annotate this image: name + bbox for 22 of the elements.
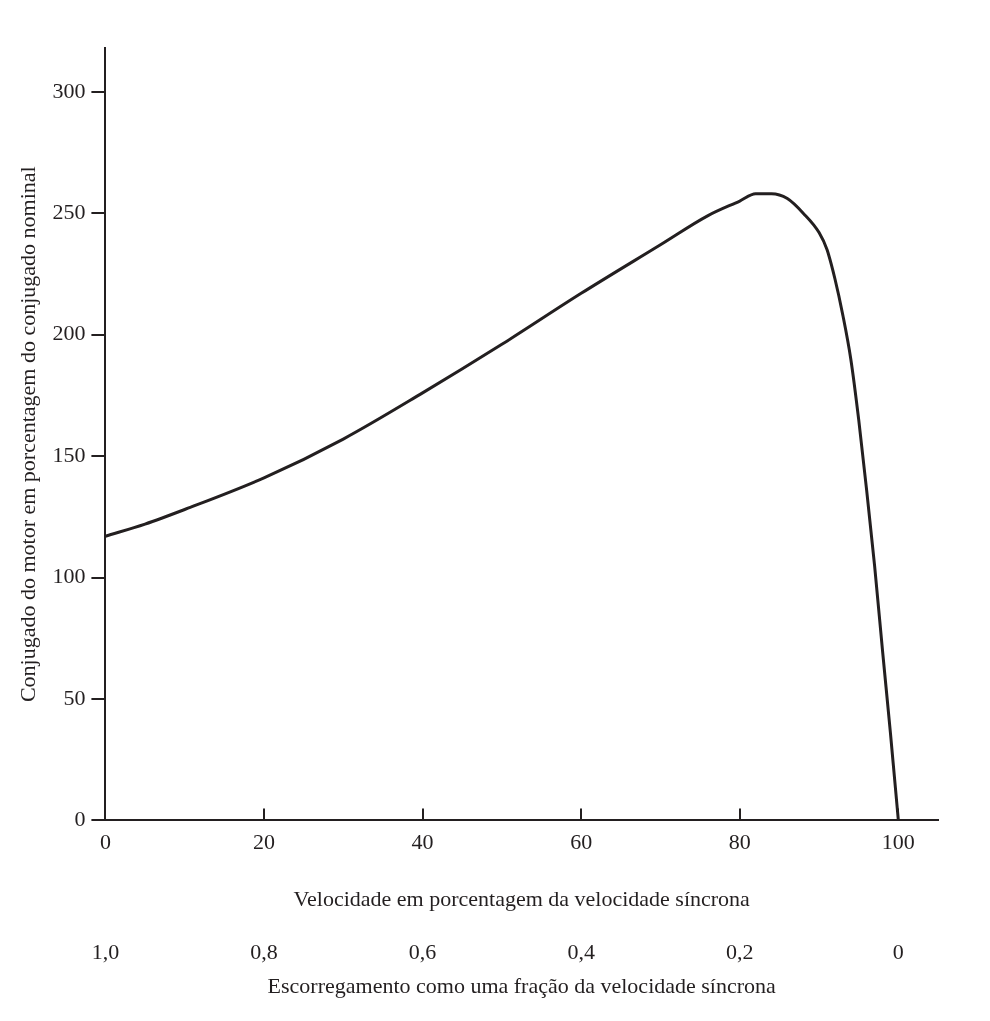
y-tick-label: 250 — [52, 198, 86, 224]
x2-tick-label: 0,2 — [726, 939, 754, 965]
y-tick-label: 50 — [63, 684, 86, 710]
x-tick-label: 60 — [570, 829, 593, 855]
x2-axis-title: Escorregamento como uma fração da velocidade síncrona — [267, 972, 777, 998]
y-tick-label: 150 — [52, 441, 86, 467]
x-tick-label: 100 — [881, 829, 915, 855]
y-tick-label: 100 — [52, 563, 86, 589]
x2-tick-label: 0,4 — [567, 939, 595, 965]
y-tick-label: 200 — [52, 320, 86, 346]
x-tick-label: 40 — [411, 829, 434, 855]
y-tick-label: 0 — [74, 806, 86, 832]
y-axis-title: Conjugado do motor em porcentagem do conjugado nominal — [14, 166, 40, 703]
x2-tick-label: 0,6 — [408, 939, 437, 965]
x2-tick-label: 0 — [892, 939, 904, 965]
y-tick-label: 300 — [52, 77, 86, 103]
x2-tick-label: 0,8 — [250, 939, 278, 965]
x-tick-label: 0 — [99, 829, 111, 855]
x2-tick-label: 1,0 — [91, 939, 120, 965]
x-tick-label: 80 — [728, 829, 751, 855]
x-tick-label: 20 — [252, 829, 275, 855]
x-axis-title: Velocidade em porcentagem da velocidade síncrona — [293, 885, 751, 911]
